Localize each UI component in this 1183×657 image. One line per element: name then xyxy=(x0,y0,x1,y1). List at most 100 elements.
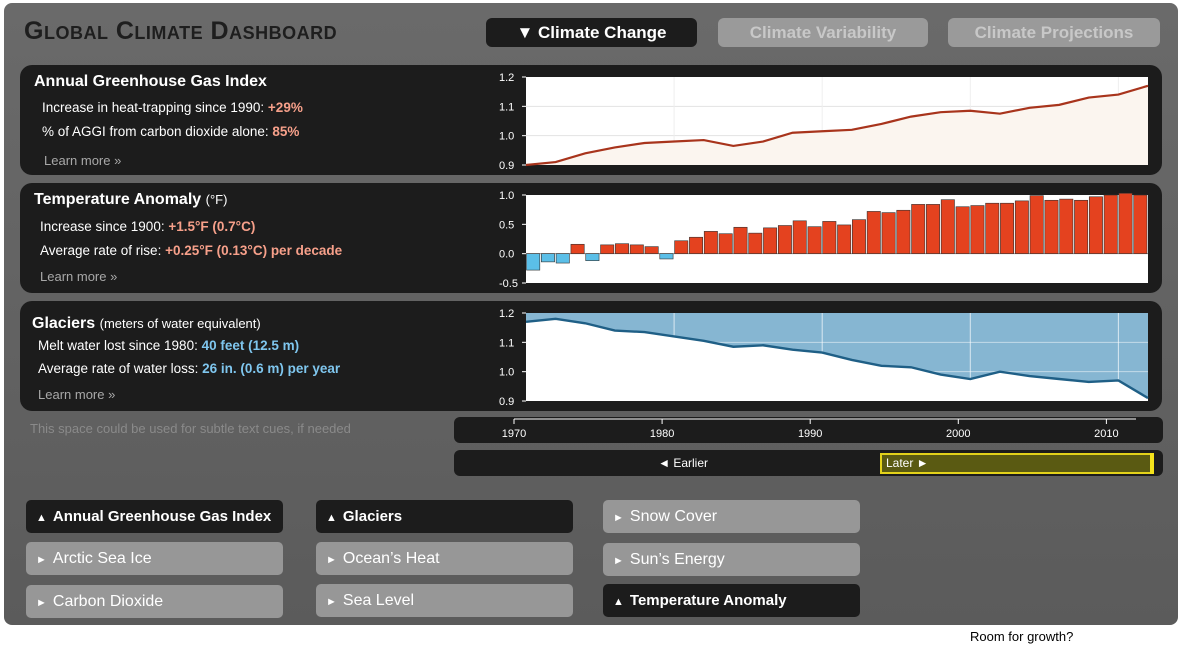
subtle-text-cue: This space could be used for subtle text… xyxy=(30,421,351,436)
glaciers-row-2-value: 26 in. (0.6 m) per year xyxy=(202,361,341,376)
timeline-scrubber[interactable]: ◄ Earlier Later ► xyxy=(454,450,1163,476)
nav-label: Snow Cover xyxy=(629,508,718,525)
temperature-bar xyxy=(1044,199,1059,254)
y-tick-label: 1.0 xyxy=(499,191,514,202)
y-tick-label: 0.9 xyxy=(499,396,514,405)
tab-climate-change[interactable]: ▼ Climate Change xyxy=(486,18,697,47)
later-label: Later ► xyxy=(886,456,929,470)
nav-label: Sun’s Energy xyxy=(629,551,725,568)
page-title: Global Climate Dashboard xyxy=(24,17,338,45)
glaciers-row-1-value: 40 feet (12.5 m) xyxy=(201,338,300,353)
y-tick-label: 0.5 xyxy=(499,219,514,231)
temperature-bar xyxy=(822,221,837,254)
x-tick-label: 1980 xyxy=(650,428,674,440)
earlier-button[interactable]: ◄ Earlier xyxy=(658,456,708,470)
temperature-bar xyxy=(1059,198,1074,254)
temperature-row-2-value: +0.25°F (0.13°C) per decade xyxy=(165,243,343,258)
time-axis-svg: 1970 1980 1990 2000 2010 xyxy=(502,418,1136,440)
footer-note: Room for growth? xyxy=(970,629,1074,644)
tab-label: Climate Change xyxy=(538,23,667,42)
x-tick-label: 2010 xyxy=(1094,428,1118,440)
nav-aggi-button[interactable]: ▲ Annual Greenhouse Gas Index xyxy=(26,500,283,533)
aggi-row-2: % of AGGI from carbon dioxide alone: 85% xyxy=(42,124,299,139)
temperature-bar xyxy=(837,224,852,254)
temperature-bar xyxy=(555,253,570,264)
nav-snow-cover-button[interactable]: ► Snow Cover xyxy=(603,500,860,533)
nav-glaciers-button[interactable]: ▲ Glaciers xyxy=(316,500,573,533)
glaciers-row-1-label: Melt water lost since 1980: xyxy=(38,338,198,353)
glaciers-row-2: Average rate of water loss: 26 in. (0.6 … xyxy=(38,361,340,376)
temperature-bar xyxy=(866,211,881,254)
temperature-bar xyxy=(807,226,822,254)
glaciers-panel: Glaciers (meters of water equivalent) Me… xyxy=(20,301,1162,411)
nav-label: Glaciers xyxy=(342,508,403,525)
glaciers-learn-more-link[interactable]: Learn more » xyxy=(38,387,116,402)
y-tick-label: 1.2 xyxy=(499,73,514,84)
glaciers-title: Glaciers (meters of water equivalent) xyxy=(32,315,261,333)
temperature-bar xyxy=(1118,192,1133,254)
aggi-row-1: Increase in heat-trapping since 1990: +2… xyxy=(42,100,303,115)
temperature-chart-svg: 1.0 0.5 0.0 -0.5 xyxy=(499,191,1148,287)
tab-label: Climate Projections xyxy=(974,23,1134,42)
y-tick-label: 0.0 xyxy=(499,249,514,261)
temperature-bar xyxy=(585,253,600,262)
temperature-bar xyxy=(733,226,748,254)
temperature-bar xyxy=(881,212,896,254)
temperature-bar xyxy=(644,246,659,254)
temperature-row-2: Average rate of rise: +0.25°F (0.13°C) p… xyxy=(40,243,342,258)
timeline-drag-handle[interactable] xyxy=(1150,453,1154,474)
temperature-bar xyxy=(615,243,629,254)
nav-temperature-anomaly-button[interactable]: ▲ Temperature Anomaly xyxy=(603,584,860,617)
aggi-area xyxy=(526,85,1148,165)
y-tick-label: 0.9 xyxy=(499,160,514,169)
temperature-bar xyxy=(1103,194,1118,254)
temperature-bar xyxy=(1088,196,1103,254)
temperature-learn-more-link[interactable]: Learn more » xyxy=(40,269,118,284)
nav-label: Arctic Sea Ice xyxy=(52,550,152,567)
nav-sea-level-button[interactable]: ► Sea Level xyxy=(316,584,573,617)
aggi-chart-svg: 1.2 1.1 1.0 0.9 xyxy=(499,73,1149,169)
y-tick-label: 1.0 xyxy=(499,367,514,379)
nav-label: Temperature Anomaly xyxy=(629,592,787,609)
tab-climate-variability[interactable]: Climate Variability xyxy=(718,18,928,47)
temperature-bar xyxy=(600,244,615,254)
temperature-bar xyxy=(689,236,704,254)
aggi-chart: 1.2 1.1 1.0 0.9 xyxy=(498,73,1154,169)
temperature-bar xyxy=(659,253,674,260)
temperature-bar xyxy=(1000,202,1015,254)
temperature-row-1-value: +1.5°F (0.7°C) xyxy=(168,219,256,234)
temperature-row-1-label: Increase since 1900: xyxy=(40,219,165,234)
y-tick-label: 1.1 xyxy=(499,337,514,349)
aggi-series-line xyxy=(525,84,1149,167)
glaciers-row-1: Melt water lost since 1980: 40 feet (12.… xyxy=(38,338,299,353)
temperature-bar xyxy=(896,209,911,254)
temperature-bar xyxy=(985,202,1000,254)
triangle-right-icon: ► xyxy=(326,554,337,566)
temperature-bar xyxy=(1014,200,1029,254)
temperature-row-1: Increase since 1900: +1.5°F (0.7°C) xyxy=(40,219,255,234)
later-button[interactable]: Later ► xyxy=(880,453,1154,474)
plot-background xyxy=(526,195,1148,283)
glaciers-row-2-label: Average rate of water loss: xyxy=(38,361,199,376)
nav-suns-energy-button[interactable]: ► Sun’s Energy xyxy=(603,543,860,576)
triangle-down-icon: ▼ xyxy=(516,23,534,42)
temperature-title: Temperature Anomaly (°F) xyxy=(34,191,227,209)
x-tick-label: 1990 xyxy=(798,428,822,440)
nav-label: Annual Greenhouse Gas Index xyxy=(52,508,272,525)
temperature-unit: (°F) xyxy=(205,192,228,207)
temperature-bar xyxy=(1074,199,1089,254)
glaciers-title-text: Glaciers xyxy=(32,315,96,332)
triangle-right-icon: ► xyxy=(613,555,624,567)
y-tick-label: -0.5 xyxy=(499,278,518,287)
temperature-title-text: Temperature Anomaly xyxy=(34,191,202,208)
temperature-bar xyxy=(926,204,940,254)
nav-oceans-heat-button[interactable]: ► Ocean’s Heat xyxy=(316,542,573,575)
triangle-right-icon: ► xyxy=(36,554,47,566)
temperature-bar xyxy=(940,199,955,254)
tab-climate-projections[interactable]: Climate Projections xyxy=(948,18,1160,47)
nav-carbon-dioxide-button[interactable]: ► Carbon Dioxide xyxy=(26,585,283,618)
temperature-bar xyxy=(526,253,541,271)
nav-arctic-sea-ice-button[interactable]: ► Arctic Sea Ice xyxy=(26,542,283,575)
temperature-bar xyxy=(852,219,866,254)
aggi-learn-more-link[interactable]: Learn more » xyxy=(44,153,122,168)
